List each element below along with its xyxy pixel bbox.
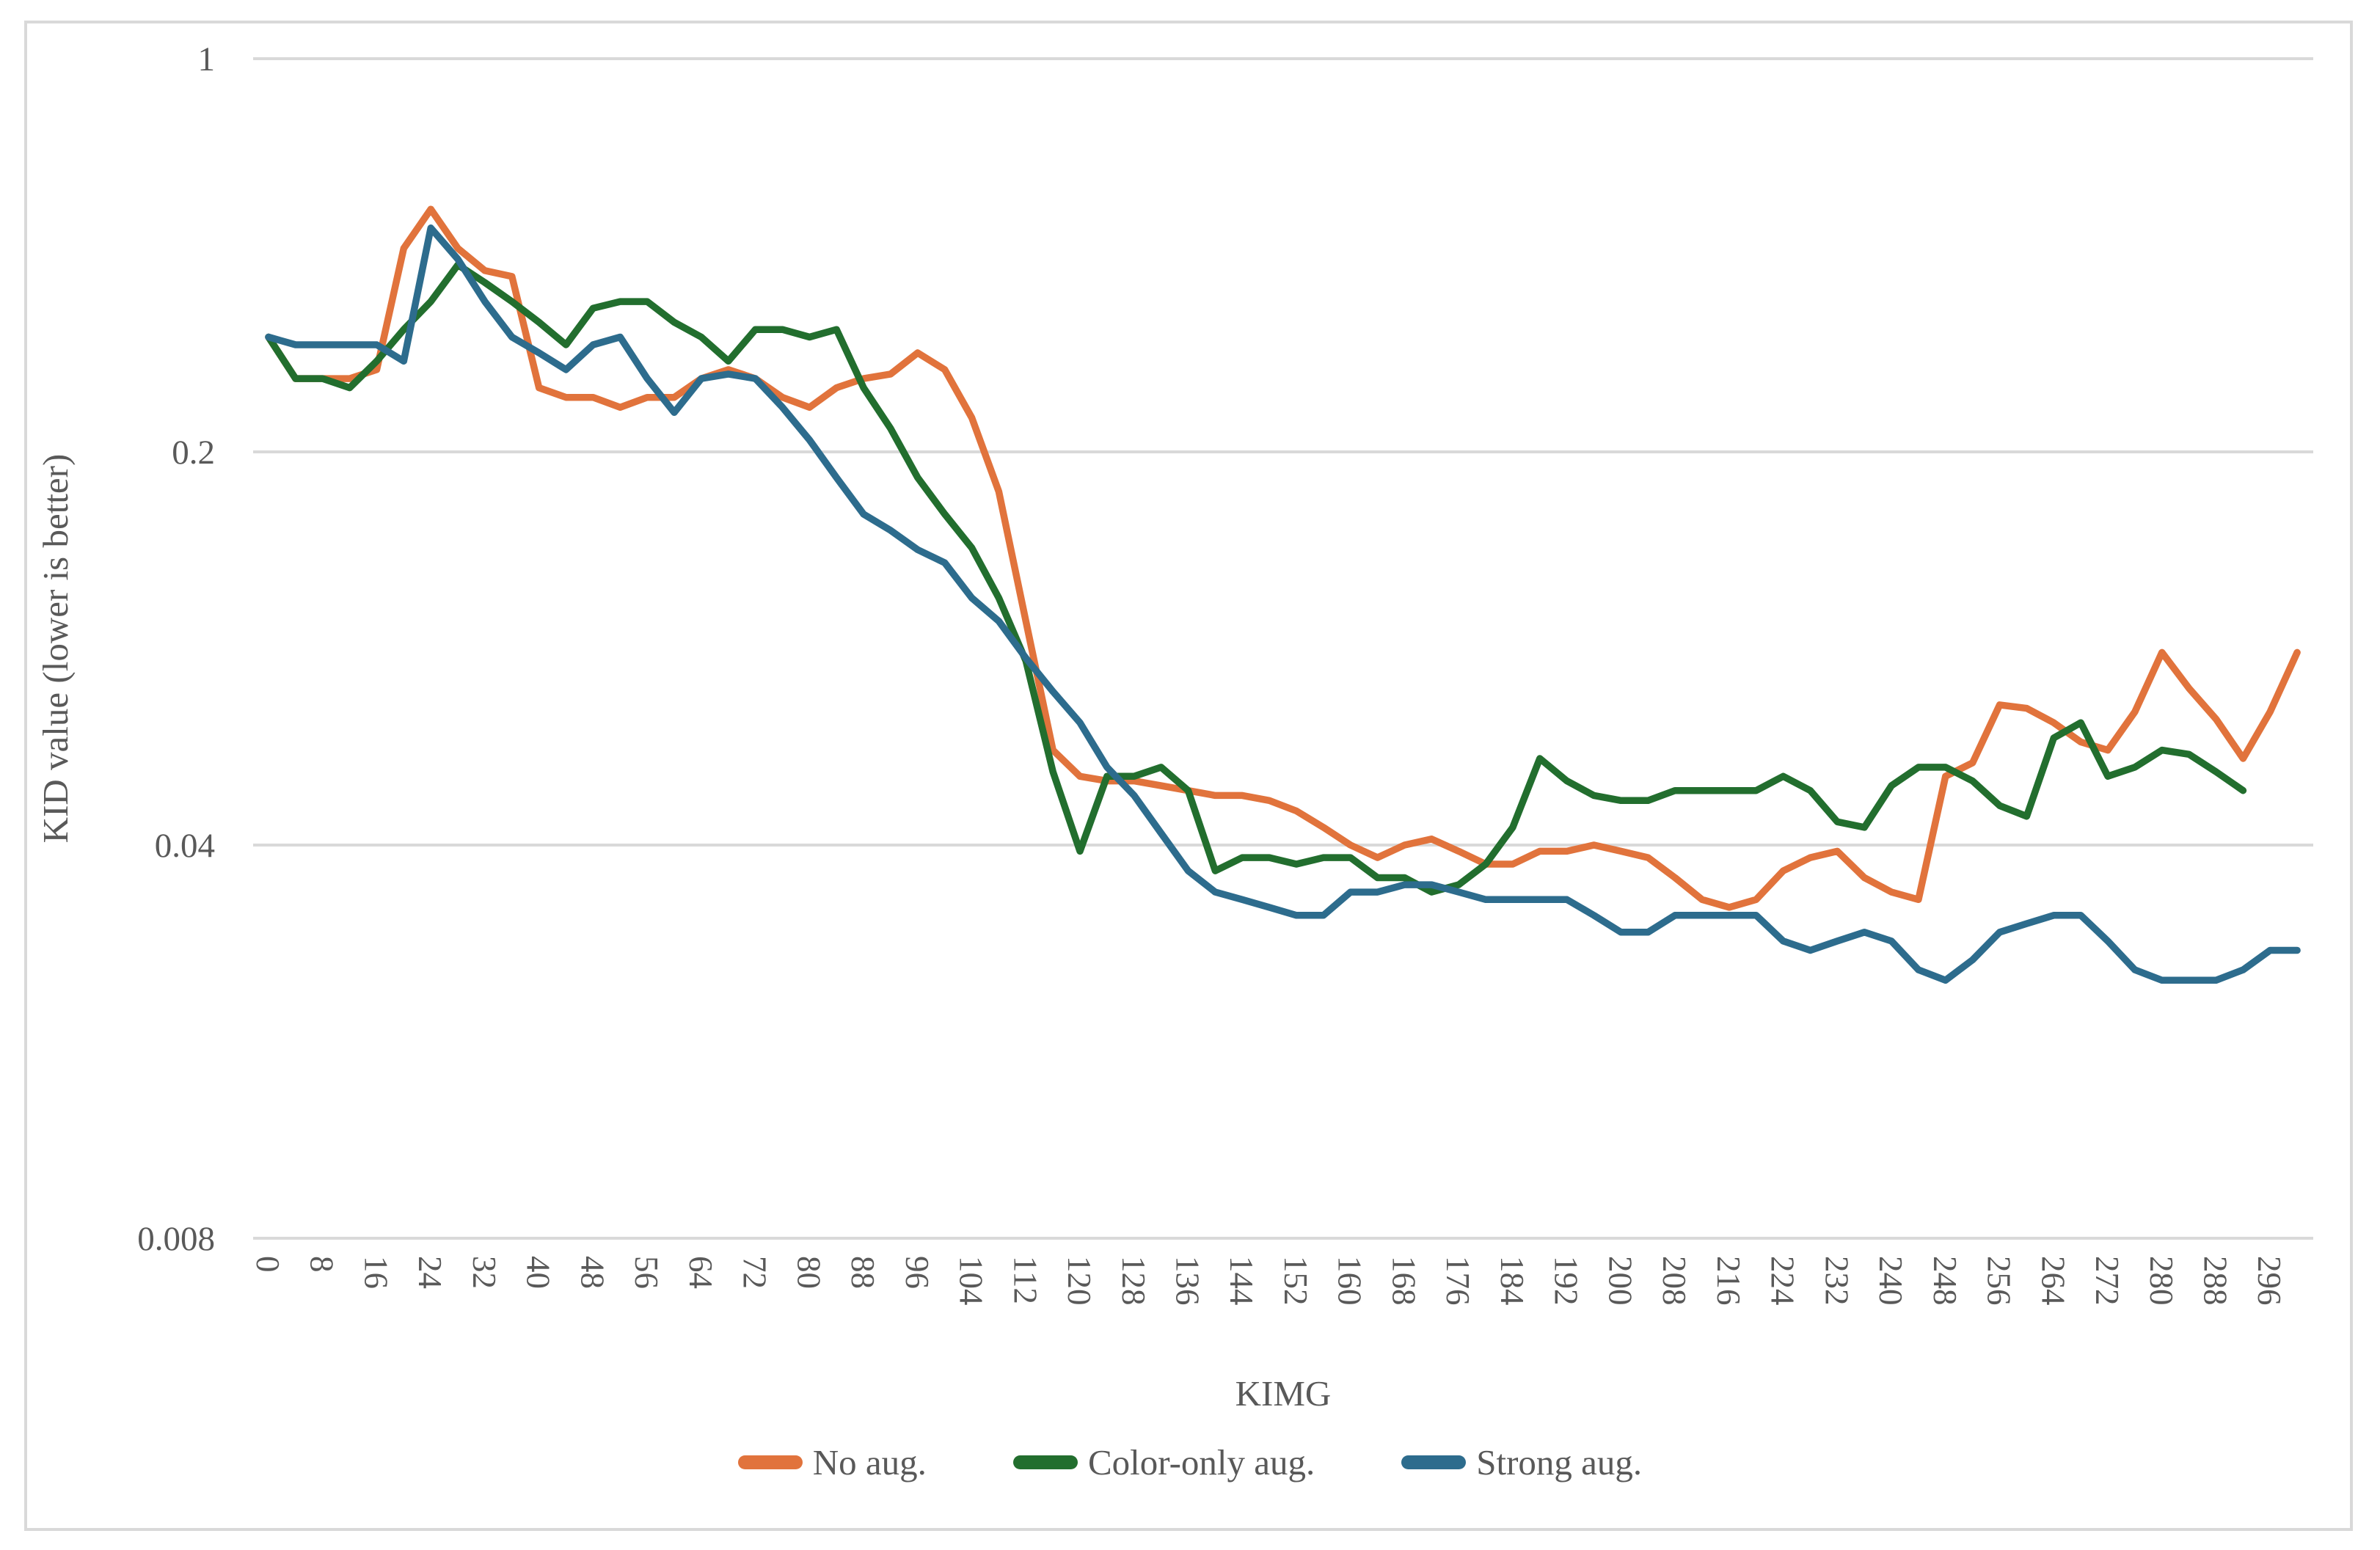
x-tick-label: 280 (2143, 1256, 2180, 1306)
x-tick-label: 104 (953, 1256, 990, 1306)
y-axis-title: KID value (lower is better) (35, 454, 76, 844)
x-tick-label: 120 (1061, 1256, 1098, 1306)
x-tick-label: 208 (1656, 1256, 1693, 1306)
legend-swatch-icon (737, 1455, 803, 1469)
x-tick-label: 96 (899, 1256, 935, 1289)
x-tick-label: 144 (1223, 1256, 1260, 1306)
x-tick-label: 272 (2089, 1256, 2125, 1306)
x-tick-label: 200 (1602, 1256, 1638, 1306)
x-tick-label: 160 (1332, 1256, 1368, 1306)
x-tick-label: 8 (304, 1256, 340, 1273)
x-tick-label: 128 (1115, 1256, 1152, 1306)
x-tick-label: 80 (790, 1256, 827, 1289)
legend-label: Color-only aug. (1087, 1441, 1315, 1483)
x-tick-label: 264 (2034, 1256, 2071, 1306)
x-axis-title: KIMG (1235, 1373, 1332, 1414)
y-tick-label: 0.008 (137, 1220, 215, 1258)
legend-label: Strong aug. (1476, 1441, 1643, 1483)
x-tick-label: 216 (1710, 1256, 1747, 1306)
x-tick-label: 72 (737, 1256, 773, 1289)
x-tick-label: 248 (1927, 1256, 1963, 1306)
legend-item-no-aug: No aug. (737, 1441, 927, 1483)
x-tick-label: 0 (249, 1256, 286, 1273)
series-line-no-aug (265, 205, 2301, 911)
x-tick-label: 256 (1981, 1256, 2018, 1306)
y-tick-label: 0.04 (155, 827, 215, 865)
x-tick-label: 32 (466, 1256, 503, 1289)
series-line-color-only-aug (265, 261, 2247, 896)
x-tick-label: 184 (1494, 1256, 1530, 1306)
series-line-strong-aug (265, 224, 2301, 984)
x-tick-label: 176 (1439, 1256, 1476, 1306)
chart-border (24, 21, 2353, 1531)
x-tick-label: 192 (1548, 1256, 1585, 1306)
x-tick-label: 136 (1169, 1256, 1206, 1306)
x-tick-label: 48 (574, 1256, 610, 1289)
legend-swatch-icon (1012, 1455, 1078, 1469)
y-tick-label: 1 (198, 40, 216, 78)
x-tick-label: 240 (1872, 1256, 1909, 1306)
x-tick-label: 232 (1818, 1256, 1855, 1306)
x-tick-label: 16 (357, 1256, 394, 1289)
chart-legend: No aug. Color-only aug. Strong aug. (0, 1429, 2380, 1495)
x-tick-label: 64 (682, 1256, 719, 1289)
x-tick-label: 88 (844, 1256, 881, 1289)
x-tick-label: 224 (1764, 1256, 1801, 1306)
x-tick-label: 24 (412, 1256, 448, 1289)
legend-item-strong-aug: Strong aug. (1401, 1441, 1642, 1483)
legend-item-color-only-aug: Color-only aug. (1012, 1441, 1315, 1483)
x-tick-label: 40 (520, 1256, 557, 1289)
x-tick-label: 168 (1385, 1256, 1422, 1306)
y-tick-label: 0.2 (172, 434, 215, 472)
x-tick-label: 288 (2197, 1256, 2233, 1306)
x-tick-label: 296 (2251, 1256, 2288, 1306)
legend-label: No aug. (812, 1441, 927, 1483)
x-tick-label: 56 (628, 1256, 665, 1289)
legend-swatch-icon (1401, 1455, 1467, 1469)
x-tick-label: 112 (1007, 1256, 1043, 1304)
x-tick-label: 152 (1277, 1256, 1314, 1306)
